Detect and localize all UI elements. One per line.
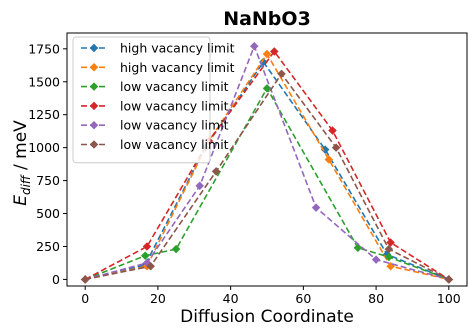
y-tick-label: 0 (52, 272, 60, 287)
legend-label: high vacancy limit (120, 60, 235, 75)
data-point (211, 167, 221, 176)
x-tick-label: 20 (150, 291, 166, 306)
data-point (249, 41, 259, 51)
data-point (328, 126, 337, 135)
legend-box (72, 36, 211, 164)
legend-label: low vacancy limit (120, 79, 229, 94)
data-point (262, 49, 272, 59)
y-tick-label: 750 (36, 173, 60, 188)
data-point (277, 69, 286, 79)
y-axis-label-unit: / meV (11, 120, 31, 176)
data-point (146, 261, 155, 271)
data-point (262, 83, 272, 93)
legend: high vacancy limit high vacancy limit low … (72, 36, 235, 164)
legend-item: low vacancy limit (81, 137, 229, 152)
legend-item: low vacancy limit (81, 98, 229, 113)
y-tick-label: 250 (36, 239, 60, 254)
y-tick-label: 1250 (28, 107, 60, 122)
legend-marker (89, 62, 99, 72)
x-tick-label: 60 (295, 291, 311, 306)
data-point (80, 275, 90, 284)
x-tick-label: 80 (368, 291, 384, 306)
legend-item: high vacancy limit (81, 41, 235, 56)
y-axis-label-main: E (11, 195, 31, 206)
data-point (171, 244, 181, 254)
data-point (353, 243, 363, 253)
legend-marker (89, 120, 99, 130)
legend-label: high vacancy limit (120, 41, 235, 56)
y-axis-label-subscript: diff (19, 174, 33, 195)
data-point (195, 181, 205, 191)
x-axis-label: Diffusion Coordinate (180, 307, 354, 327)
legend-marker (89, 101, 99, 111)
x-tick-label: 100 (437, 291, 461, 306)
data-point (324, 155, 334, 164)
series-6 (80, 69, 454, 284)
data-point (142, 242, 152, 251)
data-point (269, 47, 279, 56)
legend-marker (89, 43, 99, 53)
legend-label: low vacancy limit (120, 98, 229, 113)
y-axis-label: Ediff / meV (11, 120, 33, 206)
data-point (311, 203, 321, 212)
data-point (331, 143, 341, 152)
y-tick-label: 1500 (28, 74, 60, 89)
legend-item: low vacancy limit (81, 118, 229, 133)
y-tick-label: 500 (36, 206, 60, 221)
chart-title: NaNbO3 (223, 8, 311, 30)
data-point (371, 255, 381, 264)
data-point (444, 275, 454, 284)
data-point (140, 251, 150, 261)
legend-label: low vacancy limit (120, 137, 229, 152)
y-tick-label: 1000 (28, 140, 60, 155)
data-point (386, 238, 395, 247)
legend-item: low vacancy limit (81, 79, 229, 94)
legend-marker (89, 140, 99, 149)
data-point (384, 244, 394, 254)
data-point (384, 252, 394, 262)
legend-label: low vacancy limit (120, 118, 229, 133)
y-tick-label: 1750 (28, 41, 60, 56)
legend-marker (89, 82, 99, 91)
legend-item: high vacancy limit (81, 60, 235, 75)
x-tick-label: 40 (223, 291, 239, 306)
x-tick-label: 0 (81, 291, 89, 306)
axes-frame (66, 32, 468, 287)
